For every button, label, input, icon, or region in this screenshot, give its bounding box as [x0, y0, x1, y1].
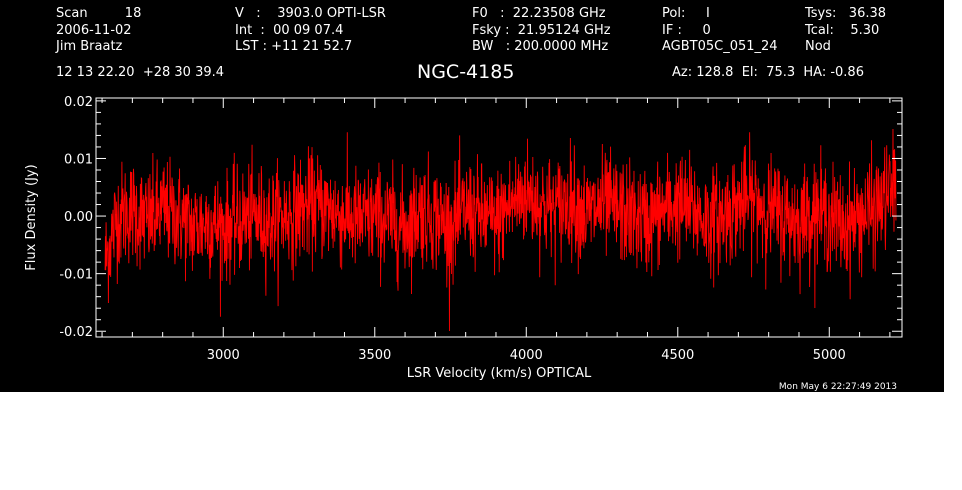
x-tick-label: 3500 [358, 348, 391, 363]
source-title: NGC-4185 [417, 61, 515, 83]
x-axis-label: LSR Velocity (km/s) OPTICAL [407, 366, 592, 381]
observer-name: Jim Braatz [56, 39, 123, 54]
x-tick-label: 5000 [813, 348, 846, 363]
project-id: AGBT05C_051_24 [662, 39, 778, 54]
scan-number: Scan 18 [56, 6, 142, 21]
integration-time: Int : 00 09 07.4 [235, 23, 344, 38]
y-tick-label: 0.00 [64, 210, 93, 225]
y-tick-label: 0.02 [64, 95, 93, 110]
az-el-ha-readout: Az: 128.8 El: 75.3 HA: -0.86 [672, 65, 864, 80]
polarization: Pol: I [662, 6, 710, 21]
plot-timestamp: Mon May 6 22:27:49 2013 [779, 382, 897, 392]
x-tick-label: 4500 [661, 348, 694, 363]
y-axis-label: Flux Density (Jy) [24, 164, 39, 270]
y-tick-label: -0.02 [59, 325, 93, 340]
spectrum-plot: 3000 3500 4000 4500 5000 -0.02 -0.01 0.00 0.01 0.… [24, 95, 903, 392]
y-tick-label: -0.01 [59, 268, 93, 283]
velocity-readout: V : 3903.0 OPTI-LSR [235, 6, 386, 21]
x-tick-label: 3000 [207, 348, 240, 363]
plot-frame [95, 97, 903, 338]
source-coordinates: 12 13 22.20 +28 30 39.4 [56, 65, 225, 80]
sky-frequency: Fsky : 21.95124 GHz [472, 23, 611, 38]
bandwidth: BW : 200.0000 MHz [472, 39, 609, 54]
procedure-name: Nod [805, 39, 831, 54]
spectrum-line [104, 128, 897, 331]
x-tick-label: 4000 [510, 348, 543, 363]
lst-readout: LST : +11 21 52.7 [235, 39, 353, 54]
if-number: IF : 0 [662, 23, 711, 38]
spectrum-figure: Scan 18 2006-11-02 Jim Braatz V : 3903.0… [0, 0, 944, 392]
rest-frequency: F0 : 22.23508 GHz [472, 6, 606, 21]
observation-date: 2006-11-02 [56, 23, 132, 38]
tsys-readout: Tsys: 36.38 [805, 6, 887, 21]
y-tick-label: 0.01 [64, 152, 93, 167]
tcal-readout: Tcal: 5.30 [805, 23, 880, 38]
